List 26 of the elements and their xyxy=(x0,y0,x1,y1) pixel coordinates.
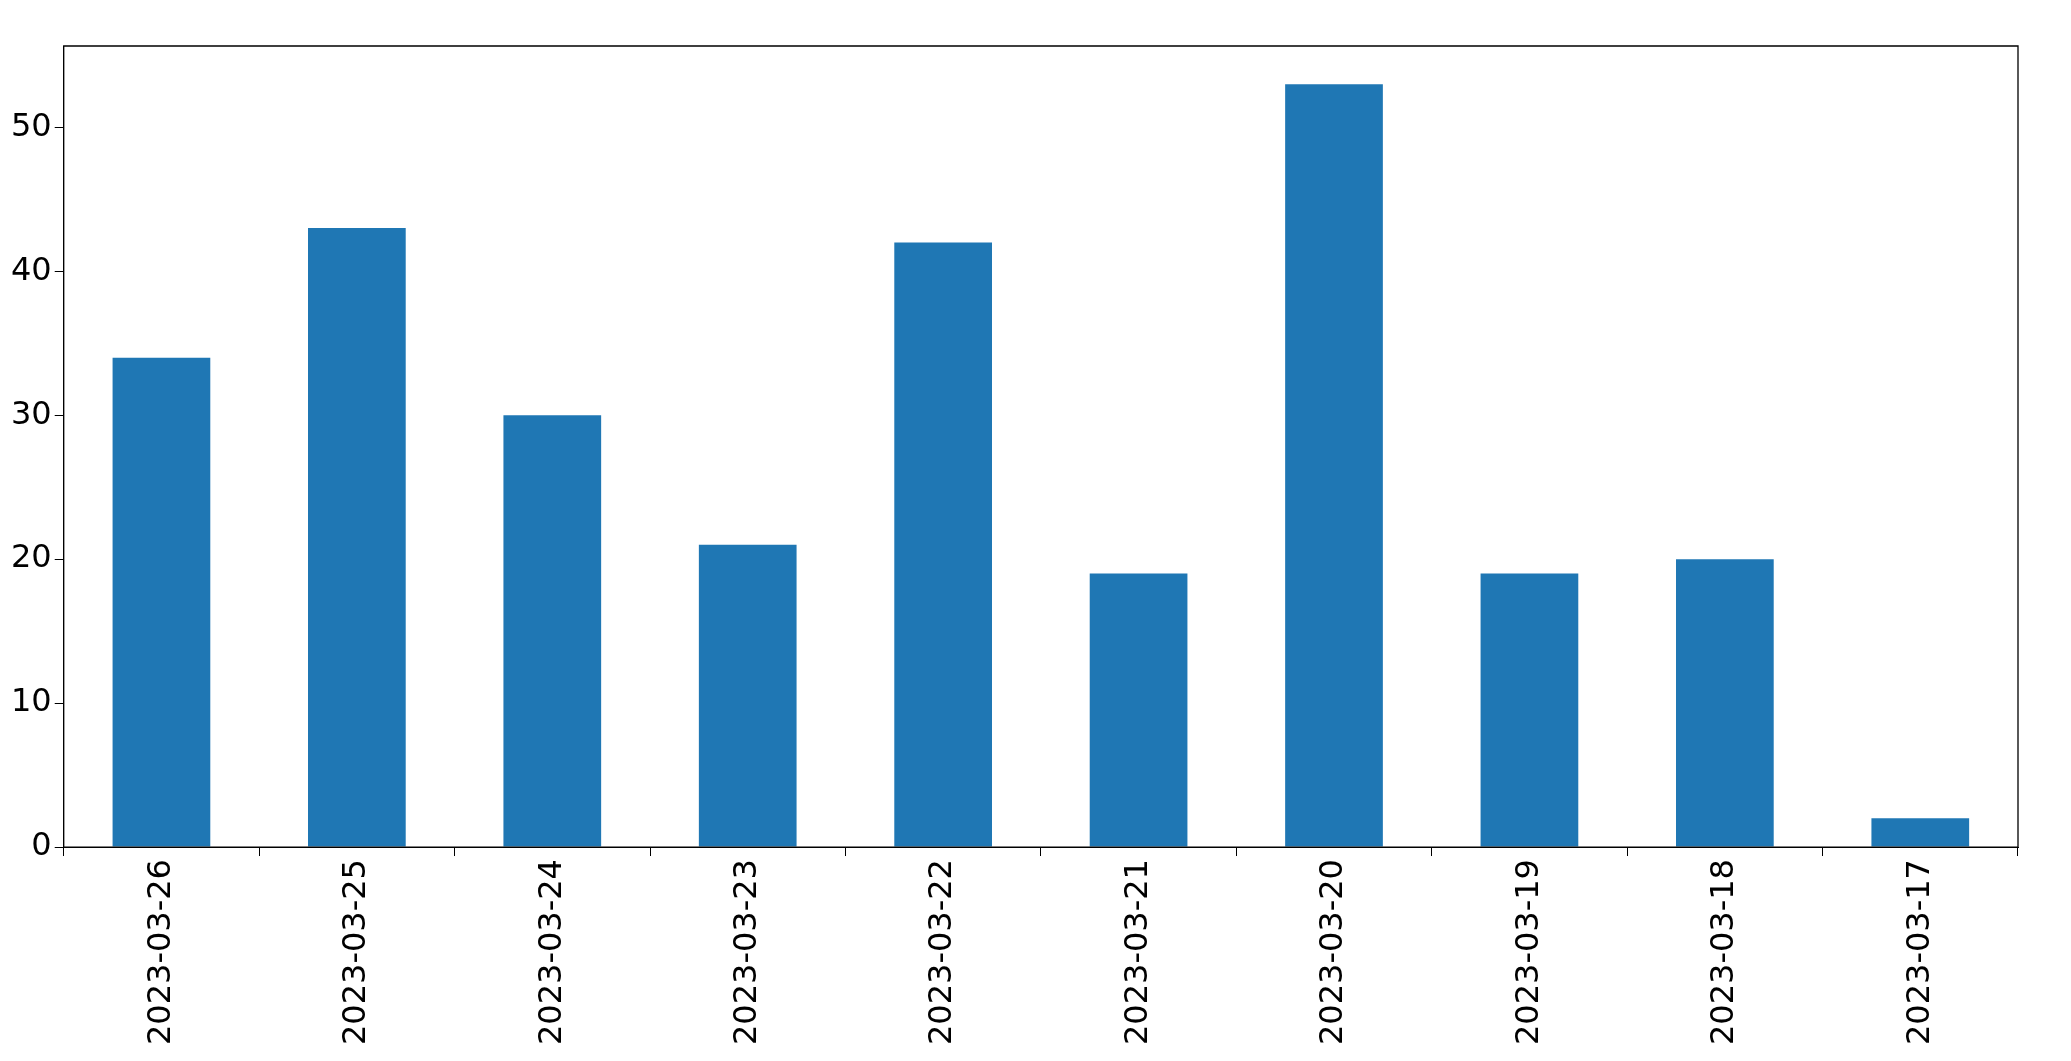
bar xyxy=(698,544,797,847)
bar xyxy=(894,242,992,847)
x-tick-label: 2023-03-22 xyxy=(921,859,960,1045)
bar xyxy=(1871,818,1970,847)
x-tick-label: 2023-03-19 xyxy=(1507,859,1546,1045)
x-tick-label: 2023-03-25 xyxy=(335,859,374,1045)
bar xyxy=(1285,84,1383,847)
y-tick-label: 10 xyxy=(11,681,52,720)
y-tick-label: 30 xyxy=(11,393,52,432)
bar xyxy=(1480,573,1579,847)
bar xyxy=(503,415,602,847)
x-tick-label: 2023-03-23 xyxy=(726,859,765,1045)
x-tick-label: 2023-03-17 xyxy=(1898,859,1937,1045)
bar xyxy=(308,228,406,847)
y-tick-label: 20 xyxy=(11,537,52,576)
x-tick-label: 2023-03-20 xyxy=(1312,859,1351,1045)
x-tick-label: 2023-03-24 xyxy=(530,859,569,1045)
y-tick-label: 0 xyxy=(31,825,52,864)
x-tick-label: 2023-03-18 xyxy=(1703,859,1742,1045)
bar xyxy=(112,357,211,847)
bar xyxy=(1676,559,1774,847)
bar xyxy=(1089,573,1188,847)
x-tick-label: 2023-03-21 xyxy=(1116,859,1155,1045)
y-tick-label: 50 xyxy=(11,105,52,144)
x-tick-label: 2023-03-26 xyxy=(139,859,178,1045)
y-tick-label: 40 xyxy=(11,249,52,288)
